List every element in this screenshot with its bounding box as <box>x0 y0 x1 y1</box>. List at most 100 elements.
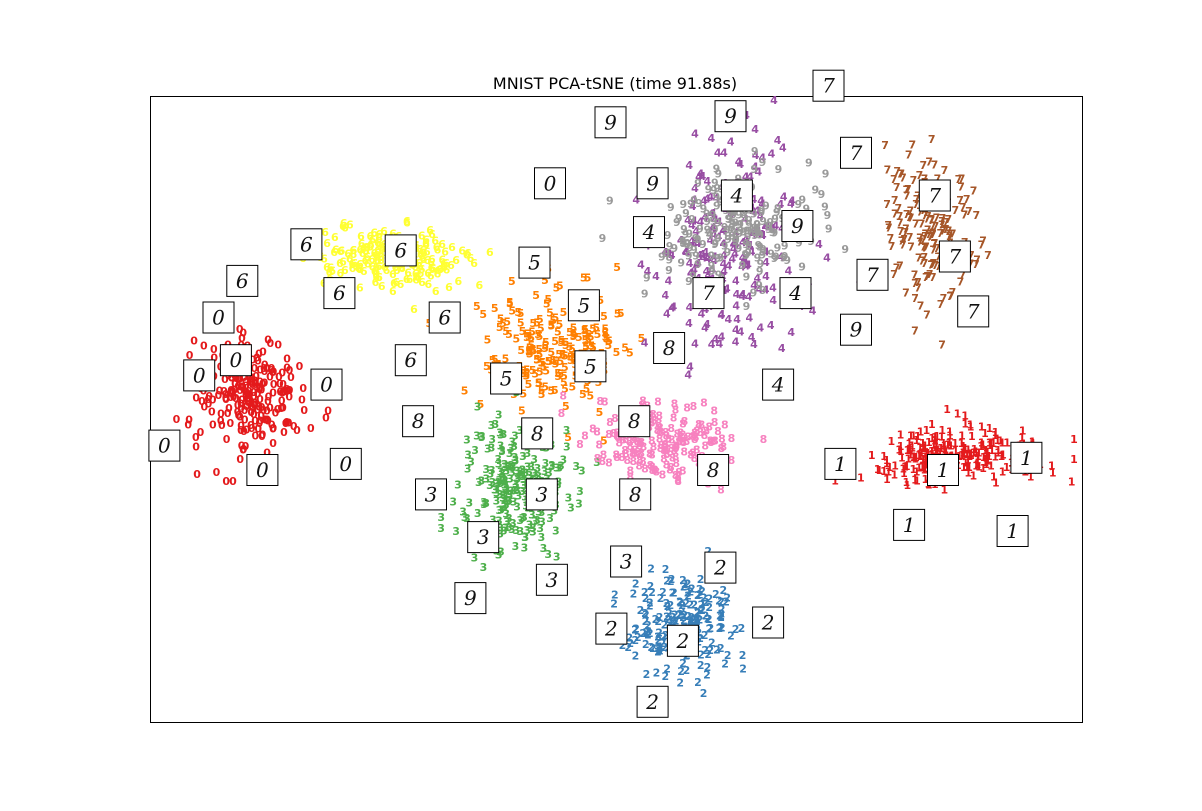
data-point-digit-1: 1 <box>970 447 978 460</box>
data-point-digit-1: 1 <box>900 467 908 480</box>
data-point-digit-8: 8 <box>654 396 662 409</box>
data-point-digit-8: 8 <box>691 427 699 440</box>
data-point-digit-1: 1 <box>966 419 974 432</box>
data-point-digit-3: 3 <box>493 478 501 491</box>
data-point-digit-5: 5 <box>477 398 485 411</box>
data-point-digit-3: 3 <box>563 424 571 437</box>
data-point-digit-2: 2 <box>655 643 663 656</box>
data-point-digit-8: 8 <box>619 434 627 447</box>
data-point-digit-5: 5 <box>596 294 604 307</box>
data-point-digit-5: 5 <box>602 332 610 345</box>
data-point-digit-0: 0 <box>269 387 277 400</box>
data-point-digit-9: 9 <box>751 222 759 235</box>
data-point-digit-0: 0 <box>253 351 261 364</box>
data-point-digit-3: 3 <box>507 485 515 498</box>
data-point-digit-5: 5 <box>570 330 578 343</box>
data-point-digit-4: 4 <box>720 224 728 237</box>
data-point-digit-3: 3 <box>478 431 486 444</box>
data-point-digit-2: 2 <box>660 631 668 644</box>
data-point-digit-8: 8 <box>672 441 680 454</box>
data-point-digit-0: 0 <box>264 395 272 408</box>
data-point-digit-1: 1 <box>975 446 983 459</box>
data-point-digit-8: 8 <box>700 397 708 410</box>
data-point-digit-0: 0 <box>278 367 286 380</box>
data-point-digit-7: 7 <box>944 213 952 226</box>
data-point-digit-7: 7 <box>956 194 964 207</box>
data-point-digit-2: 2 <box>664 613 672 626</box>
data-point-digit-2: 2 <box>659 637 667 650</box>
data-point-digit-3: 3 <box>512 454 520 467</box>
digit-thumbnail: 1 <box>1010 441 1043 474</box>
data-point-digit-1: 1 <box>899 463 907 476</box>
data-point-digit-0: 0 <box>259 429 267 442</box>
data-point-digit-6: 6 <box>420 253 428 266</box>
digit-thumbnail: 0 <box>202 301 235 334</box>
data-point-digit-2: 2 <box>698 585 706 598</box>
data-point-digit-7: 7 <box>902 222 910 235</box>
data-point-digit-4: 4 <box>707 132 715 145</box>
data-point-digit-8: 8 <box>631 443 639 456</box>
data-point-digit-6: 6 <box>406 273 414 286</box>
digit-thumbnail: 0 <box>246 454 279 486</box>
data-point-digit-9: 9 <box>757 258 765 271</box>
data-point-digit-3: 3 <box>501 489 509 502</box>
data-point-digit-5: 5 <box>560 370 568 383</box>
data-point-digit-1: 1 <box>917 450 925 463</box>
data-point-digit-3: 3 <box>487 468 495 481</box>
data-point-digit-9: 9 <box>726 213 734 226</box>
data-point-digit-4: 4 <box>780 191 788 204</box>
data-point-digit-6: 6 <box>362 245 370 258</box>
data-point-digit-3: 3 <box>593 456 601 469</box>
data-point-digit-8: 8 <box>655 417 663 430</box>
data-point-digit-6: 6 <box>370 227 378 240</box>
data-point-digit-1: 1 <box>923 424 931 437</box>
data-point-digit-6: 6 <box>357 230 365 243</box>
data-point-digit-5: 5 <box>554 326 562 339</box>
data-point-digit-1: 1 <box>965 461 973 474</box>
data-point-digit-9: 9 <box>758 206 766 219</box>
data-point-digit-4: 4 <box>665 275 673 288</box>
data-point-digit-2: 2 <box>653 667 661 680</box>
data-point-digit-7: 7 <box>905 148 913 161</box>
thumbnail-frame <box>779 277 812 310</box>
data-point-digit-9: 9 <box>724 230 732 243</box>
data-point-digit-1: 1 <box>932 439 940 452</box>
data-point-digit-6: 6 <box>336 257 344 270</box>
data-point-digit-2: 2 <box>662 629 670 642</box>
data-point-digit-4: 4 <box>733 288 741 301</box>
data-point-digit-0: 0 <box>262 414 270 427</box>
data-point-digit-1: 1 <box>981 427 989 440</box>
data-point-digit-7: 7 <box>934 173 942 186</box>
thumbnail-digit-image: 9 <box>604 110 617 134</box>
data-point-digit-9: 9 <box>713 182 721 195</box>
data-point-digit-0: 0 <box>218 419 226 432</box>
thumbnail-frame <box>525 478 558 511</box>
data-point-digit-0: 0 <box>256 393 264 406</box>
data-point-digit-8: 8 <box>651 464 659 477</box>
data-point-digit-9: 9 <box>736 227 744 240</box>
data-point-digit-3: 3 <box>557 459 565 472</box>
data-point-digit-6: 6 <box>389 228 397 241</box>
data-point-digit-9: 9 <box>724 233 732 246</box>
data-point-digit-7: 7 <box>896 168 904 181</box>
data-point-digit-1: 1 <box>905 438 913 451</box>
data-point-digit-9: 9 <box>745 214 753 227</box>
thumbnail-frame <box>610 545 643 578</box>
data-point-digit-1: 1 <box>919 453 927 466</box>
data-point-digit-1: 1 <box>966 448 974 461</box>
data-point-digit-8: 8 <box>684 430 692 443</box>
data-point-digit-1: 1 <box>978 437 986 450</box>
digit-thumbnail: 2 <box>636 685 669 718</box>
data-point-digit-0: 0 <box>250 386 258 399</box>
data-point-digit-7: 7 <box>922 241 930 254</box>
data-point-digit-3: 3 <box>497 429 505 442</box>
thumbnail-digit-image: 1 <box>903 513 916 537</box>
data-point-digit-8: 8 <box>669 451 677 464</box>
data-point-digit-5: 5 <box>489 354 497 367</box>
data-point-digit-0: 0 <box>248 396 256 409</box>
data-point-digit-1: 1 <box>918 447 926 460</box>
data-point-digit-1: 1 <box>982 458 990 471</box>
data-point-digit-2: 2 <box>697 648 705 661</box>
data-point-digit-2: 2 <box>643 668 651 681</box>
data-point-digit-5: 5 <box>564 431 572 444</box>
